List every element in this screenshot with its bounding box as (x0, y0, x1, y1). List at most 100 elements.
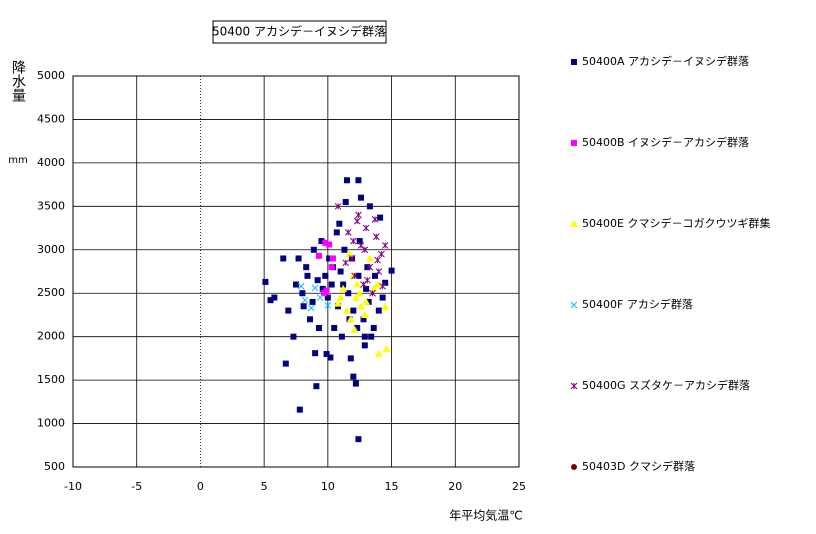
data-point (368, 333, 375, 340)
data-point (382, 279, 389, 286)
data-point (375, 268, 383, 275)
data-point (344, 229, 352, 236)
x-tick-label: 0 (197, 480, 204, 493)
data-point (369, 289, 376, 297)
y-tick-label: 1000 (37, 417, 65, 430)
data-point (309, 298, 316, 305)
data-point (363, 285, 370, 292)
data-point (370, 324, 377, 331)
data-point (372, 233, 380, 241)
y-axis-label: 降水量 (10, 60, 26, 102)
data-point (318, 238, 325, 245)
chart-title: 50400 アカシデ－イヌシデ群落 (212, 24, 386, 39)
data-point (324, 294, 331, 301)
legend-marker (570, 220, 578, 227)
data-point (355, 289, 364, 297)
y-tick-label: 3000 (37, 243, 65, 256)
data-point (351, 272, 358, 280)
data-point (356, 238, 363, 245)
x-tick-label: -5 (131, 480, 142, 493)
y-tick-label: 500 (44, 460, 65, 473)
plot-frame (72, 75, 520, 468)
data-point (342, 198, 349, 205)
data-point (357, 194, 364, 201)
data-point (327, 354, 334, 361)
title-box (212, 20, 387, 44)
legend-label: 50400E クマシデ－コガクウツギ群集 (582, 216, 770, 230)
x-tick-label: 25 (512, 480, 526, 493)
data-point (355, 436, 362, 443)
data-point (340, 281, 347, 288)
data-point (262, 278, 269, 285)
x-tick-label: 20 (448, 480, 462, 493)
data-point (322, 239, 329, 246)
legend-marker (571, 464, 577, 470)
data-point (280, 255, 287, 262)
y-tick-label: 3500 (37, 199, 65, 212)
data-point (355, 272, 362, 279)
data-point (362, 224, 370, 232)
data-point (342, 306, 351, 314)
y-tick-label: 2000 (37, 330, 65, 343)
data-point (351, 293, 360, 301)
data-point (324, 302, 332, 309)
data-point (354, 324, 361, 331)
data-point (321, 290, 328, 297)
legend-marker (571, 140, 577, 146)
data-point (365, 298, 372, 305)
data-point (334, 202, 342, 210)
data-point (364, 264, 371, 271)
data-point (339, 284, 348, 292)
data-point (345, 250, 354, 258)
data-point (369, 284, 378, 292)
data-point (373, 280, 382, 288)
data-point (375, 307, 382, 314)
data-point (361, 246, 369, 254)
x-tick-label: 5 (261, 480, 268, 493)
y-tick-label: 1500 (37, 373, 65, 386)
data-point (314, 277, 321, 284)
data-point (338, 333, 345, 340)
data-point (303, 264, 310, 271)
data-point (372, 272, 379, 279)
data-point (350, 373, 357, 380)
data-point (307, 316, 314, 323)
legend-marker (571, 59, 577, 65)
legend-label: 50403D クマシデ群落 (582, 459, 695, 473)
data-point (350, 325, 359, 333)
x-tick-label: -10 (64, 480, 82, 493)
data-point (342, 259, 350, 267)
legend-label: 50400G スズタケ－アカシデ群落 (582, 378, 750, 392)
data-point (365, 254, 374, 262)
y-tick-label: 2500 (37, 286, 65, 299)
data-point (374, 350, 383, 358)
data-point (356, 302, 365, 310)
data-point (328, 281, 335, 288)
data-point (315, 324, 322, 331)
data-point (297, 282, 305, 290)
data-point (296, 406, 303, 413)
data-point (366, 263, 374, 271)
data-point (364, 276, 371, 284)
data-point (316, 294, 324, 301)
data-point (319, 285, 326, 292)
data-point (346, 315, 355, 323)
data-point (362, 297, 371, 305)
data-point (347, 355, 354, 362)
data-point (267, 297, 274, 304)
data-point (374, 256, 381, 264)
legend-marker (570, 301, 578, 309)
data-point (336, 293, 345, 301)
data-point (379, 282, 387, 290)
data-point (301, 296, 309, 304)
data-point (352, 380, 359, 387)
data-point (360, 316, 367, 323)
data-point (310, 246, 317, 253)
data-point (293, 281, 299, 288)
data-point (307, 304, 315, 312)
data-point (353, 217, 361, 225)
data-point (355, 177, 362, 184)
data-point (285, 307, 292, 314)
data-point (336, 220, 343, 227)
